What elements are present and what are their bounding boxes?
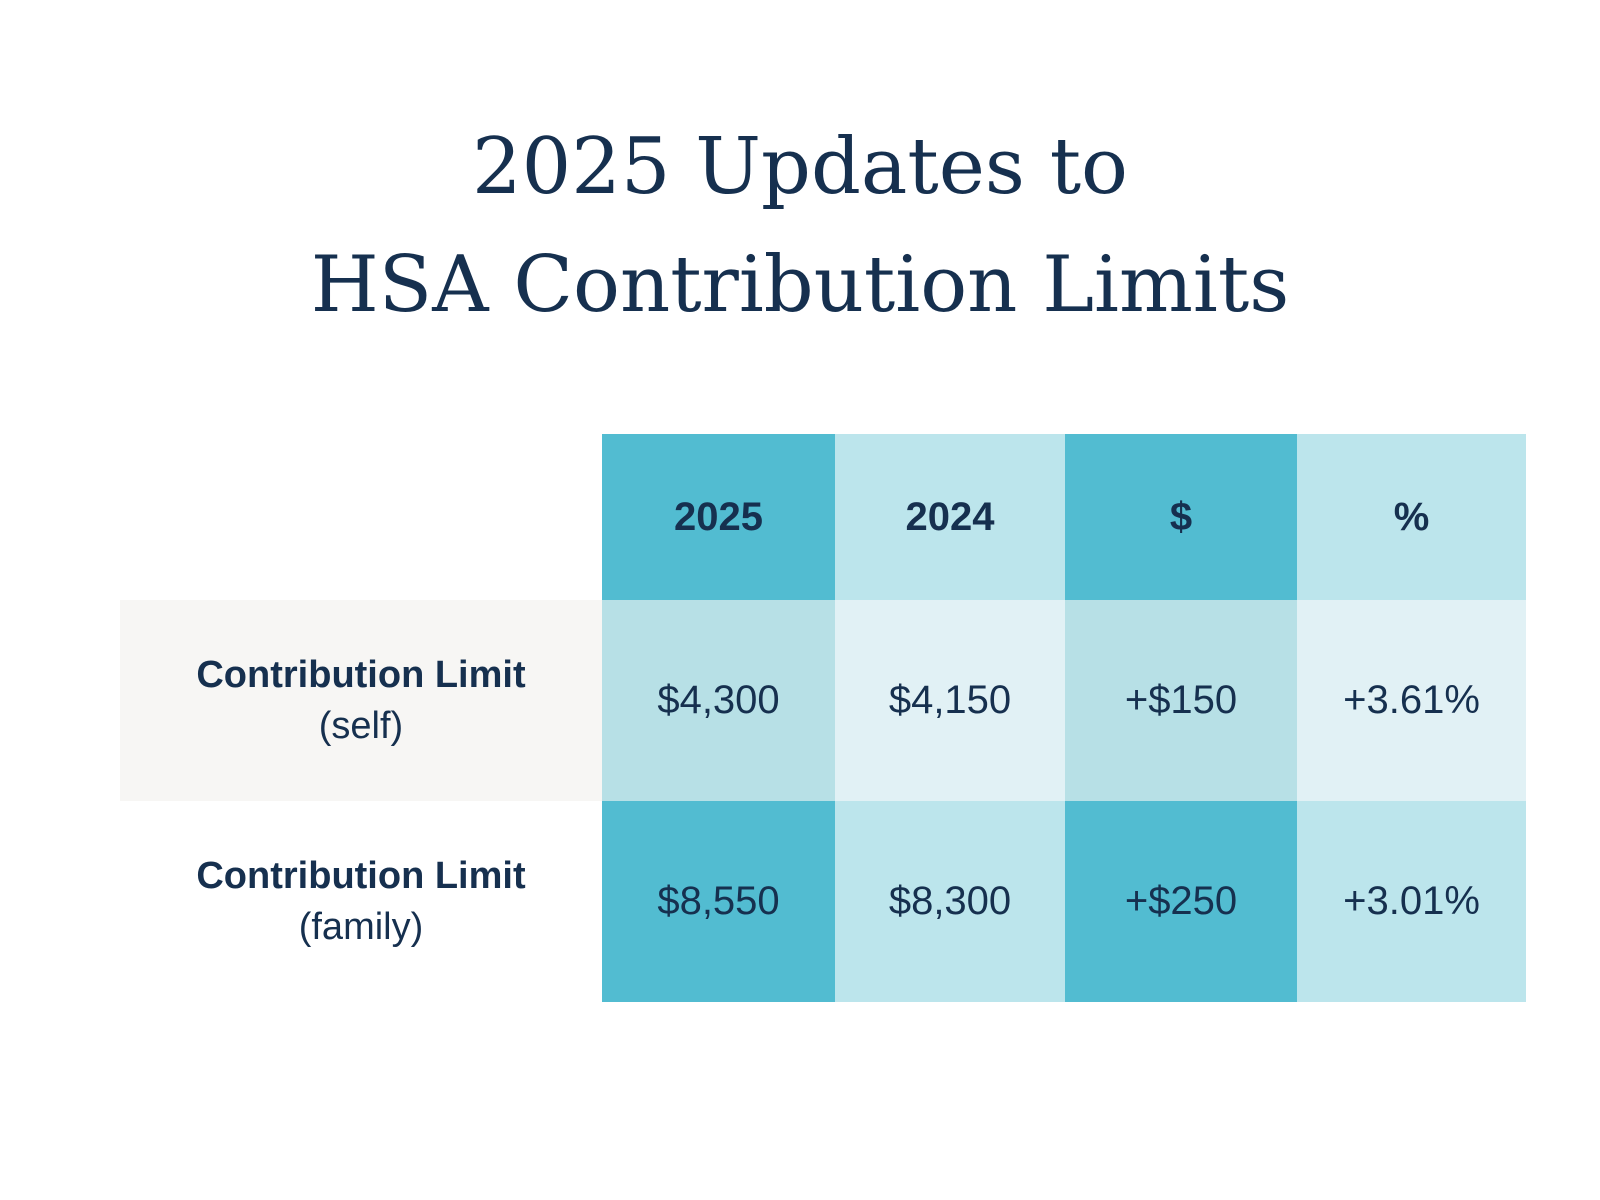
header-cell: $ — [1065, 434, 1297, 600]
row-label-cell: Contribution Limit (self) — [120, 600, 602, 801]
row-label-cell: Contribution Limit (family) — [120, 801, 602, 1002]
value-cell: +$150 — [1065, 600, 1297, 801]
value-text: +$150 — [1124, 678, 1238, 722]
value-cell: +3.01% — [1297, 801, 1526, 1002]
header-cell: % — [1297, 434, 1526, 600]
value-cell: $4,150 — [835, 600, 1065, 801]
value-cell: +3.61% — [1297, 600, 1526, 801]
row-label: Contribution Limit — [196, 854, 526, 897]
row-label: Contribution Limit — [196, 653, 526, 696]
value-cell: $4,300 — [602, 600, 835, 801]
row-sublabel: (self) — [318, 704, 404, 747]
value-text: $4,300 — [657, 678, 780, 722]
value-text: $8,300 — [888, 879, 1012, 923]
value-text: +3.01% — [1343, 879, 1480, 923]
title-line: HSA Contribution Limits — [310, 240, 1290, 330]
value-cell: $8,300 — [835, 801, 1065, 1002]
header-text: 2024 — [905, 494, 995, 539]
value-cell: +$250 — [1065, 801, 1297, 1002]
value-text: +3.61% — [1343, 678, 1480, 722]
title-line: 2025 Updates to — [471, 122, 1129, 212]
value-text: $8,550 — [657, 879, 780, 923]
header-cell: 2024 — [835, 434, 1065, 600]
header-cell: 2025 — [602, 434, 835, 600]
header-text: % — [1393, 494, 1430, 539]
row-sublabel: (family) — [298, 905, 424, 948]
header-text: $ — [1169, 494, 1193, 539]
value-text: +$250 — [1124, 879, 1238, 923]
value-cell: $8,550 — [602, 801, 835, 1002]
header-text: 2025 — [674, 494, 763, 539]
value-text: $4,150 — [888, 678, 1012, 722]
